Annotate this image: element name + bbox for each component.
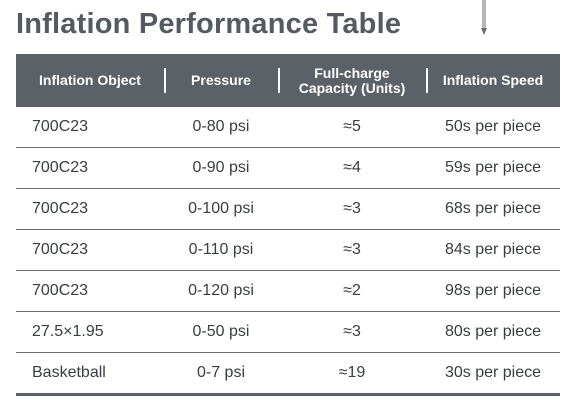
column-header-pressure: Pressure	[164, 54, 278, 107]
table-row: 700C23 0-90 psi ≈4 59s per piece	[16, 148, 560, 189]
cell-object: 700C23	[32, 282, 89, 299]
cell-object: 27.5×1.95	[32, 323, 104, 340]
table-row: 27.5×1.95 0-50 psi ≈3 80s per piece	[16, 312, 560, 353]
cell-speed: 30s per piece	[444, 364, 542, 381]
cell-speed: 84s per piece	[444, 241, 542, 258]
cell-object: 700C23	[32, 200, 89, 217]
table-title: Inflation Performance Table	[16, 8, 402, 40]
cell-object: 700C23	[32, 159, 89, 176]
inflation-performance-table: Inflation Object Pressure Full-charge Ca…	[16, 54, 560, 396]
cell-speed: 98s per piece	[444, 282, 542, 299]
cell-capacity: ≈3	[343, 241, 361, 258]
table-header: Inflation Object Pressure Full-charge Ca…	[16, 54, 560, 107]
cell-capacity: ≈19	[338, 364, 366, 381]
table-row: 700C23 0-110 psi ≈3 84s per piece	[16, 230, 560, 271]
cell-capacity: ≈3	[343, 323, 361, 340]
cell-object: 700C23	[32, 118, 89, 135]
column-header-inflation-speed: Inflation Speed	[426, 54, 560, 107]
cell-speed: 68s per piece	[444, 200, 542, 217]
cell-pressure: 0-80 psi	[192, 118, 250, 135]
cell-pressure: 0-110 psi	[188, 241, 254, 258]
cell-capacity: ≈3	[343, 200, 361, 217]
cell-pressure: 0-120 psi	[188, 282, 254, 299]
column-header-capacity: Full-charge Capacity (Units)	[278, 54, 426, 107]
cell-pressure: 0-90 psi	[192, 159, 250, 176]
needle-icon	[481, 0, 487, 35]
table-row: 700C23 0-80 psi ≈5 50s per piece	[16, 107, 560, 148]
cell-capacity: ≈5	[343, 118, 361, 135]
cell-speed: 80s per piece	[444, 323, 542, 340]
table-row: 700C23 0-120 psi ≈2 98s per piece	[16, 271, 560, 312]
cell-object: Basketball	[32, 364, 106, 381]
cell-object: 700C23	[32, 241, 89, 258]
cell-speed: 59s per piece	[444, 159, 542, 176]
cell-pressure: 0-100 psi	[188, 200, 254, 217]
cell-capacity: ≈2	[343, 282, 361, 299]
cell-speed: 50s per piece	[444, 118, 542, 135]
table-row: 700C23 0-100 psi ≈3 68s per piece	[16, 189, 560, 230]
table-row: Basketball 0-7 psi ≈19 30s per piece	[16, 353, 560, 396]
table-body: 700C23 0-80 psi ≈5 50s per piece 700C23 …	[16, 107, 560, 396]
cell-pressure: 0-50 psi	[192, 323, 250, 340]
cell-pressure: 0-7 psi	[196, 364, 246, 381]
column-header-inflation-object: Inflation Object	[39, 72, 141, 88]
cell-capacity: ≈4	[343, 159, 361, 176]
